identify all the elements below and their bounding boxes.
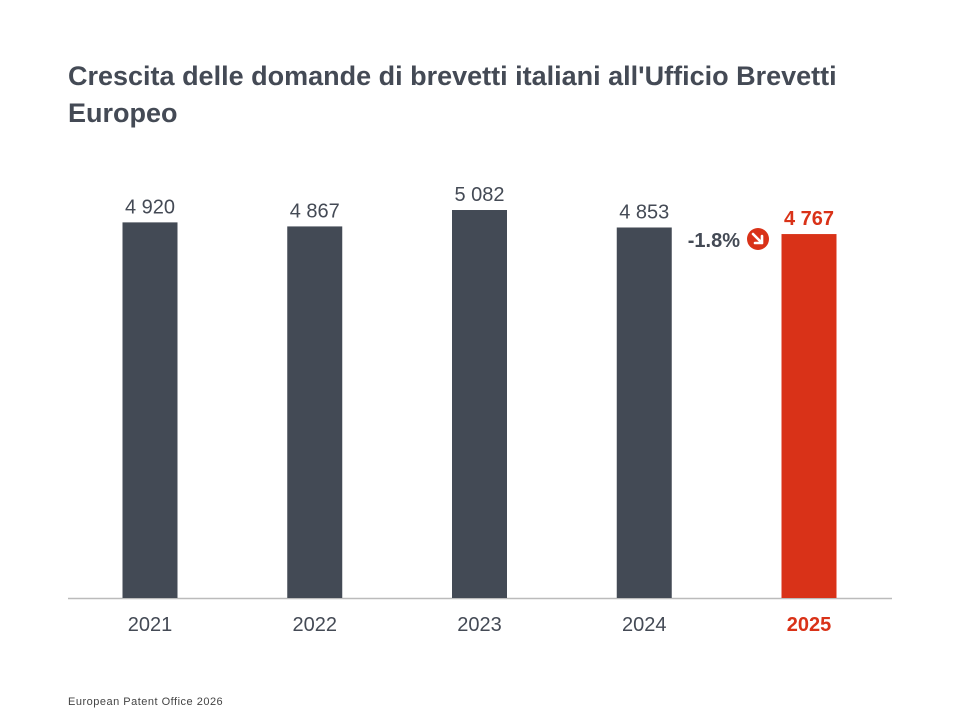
bar-2022 — [287, 226, 342, 598]
x-tick-label-2023: 2023 — [457, 614, 502, 636]
x-tick-label-2024: 2024 — [622, 614, 667, 636]
bar-2024 — [617, 227, 672, 598]
value-label-2023: 5 082 — [454, 184, 504, 206]
x-tick-label-2022: 2022 — [293, 614, 338, 636]
value-label-2024: 4 853 — [619, 201, 669, 223]
value-label-2025: 4 767 — [784, 208, 834, 230]
change-annotation: -1.8% — [688, 230, 740, 252]
bar-2021 — [123, 222, 178, 598]
bar-2023 — [452, 210, 507, 598]
x-tick-label-2025: 2025 — [787, 614, 832, 636]
bar-2025 — [782, 234, 837, 598]
value-label-2021: 4 920 — [125, 196, 175, 218]
arrow-down-right-circle-icon — [747, 228, 769, 250]
source-footer: European Patent Office 2026 — [68, 696, 223, 708]
value-label-2022: 4 867 — [290, 200, 340, 222]
x-tick-label-2021: 2021 — [128, 614, 173, 636]
